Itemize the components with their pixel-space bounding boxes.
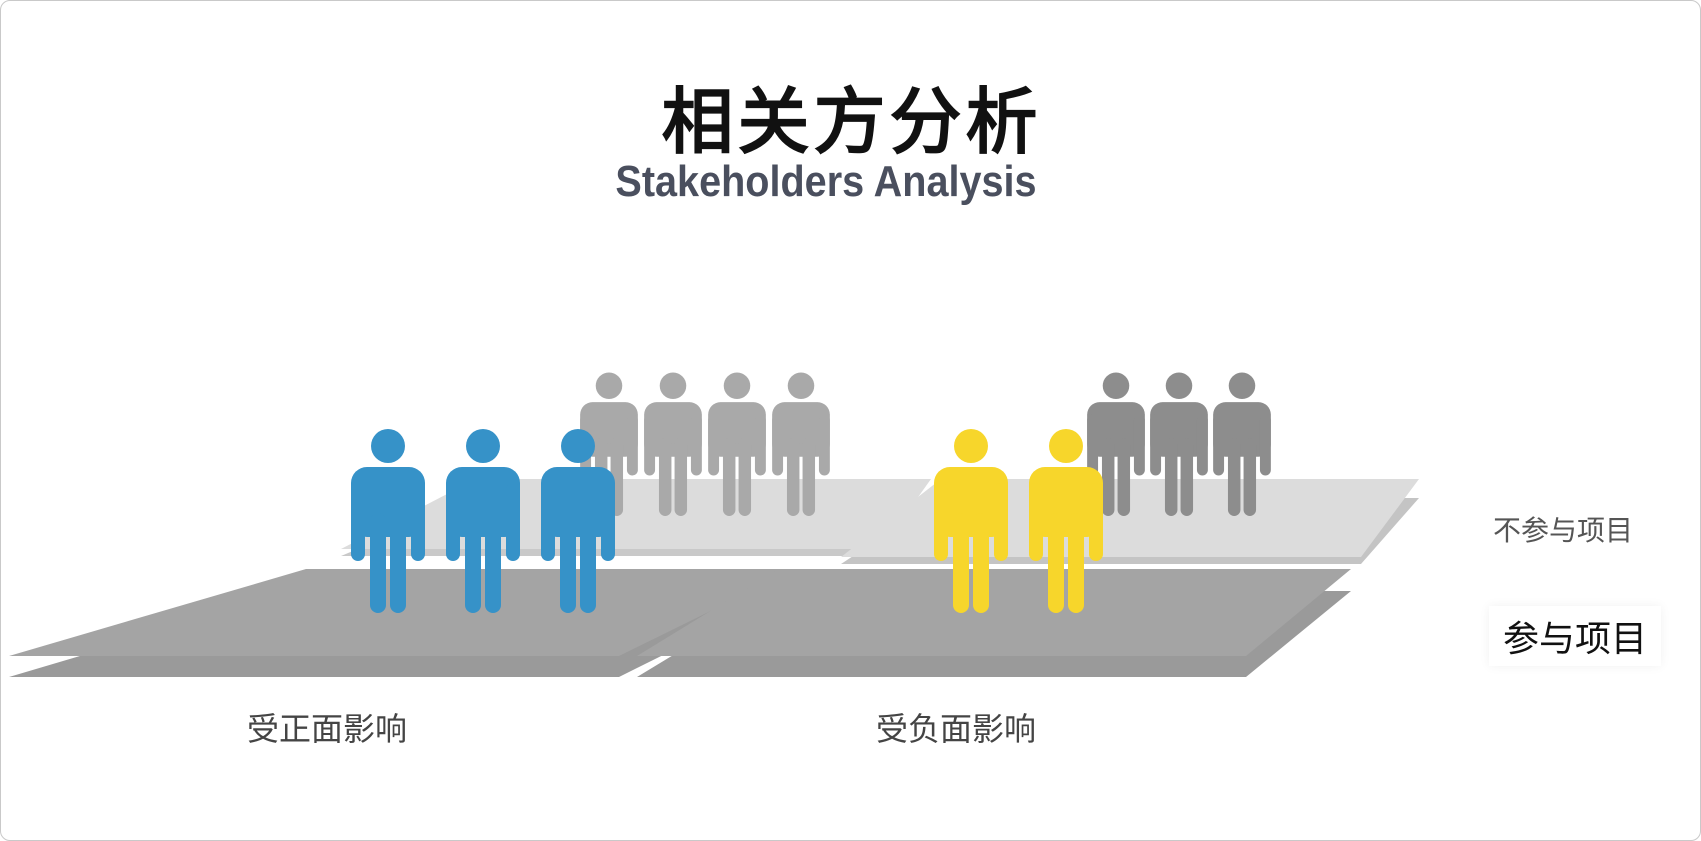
page-title: 相关方分析 — [661, 80, 1042, 164]
front-platforms — [9, 569, 1351, 677]
page-subtitle: Stakeholders Analysis — [615, 157, 1037, 206]
positive-impact-label: 受正面影响 — [247, 710, 408, 748]
negative-impact-label: 受负面影响 — [876, 710, 1037, 748]
not-involved-label: 不参与项目 — [1493, 514, 1634, 547]
involved-label: 参与项目 — [1489, 606, 1662, 666]
